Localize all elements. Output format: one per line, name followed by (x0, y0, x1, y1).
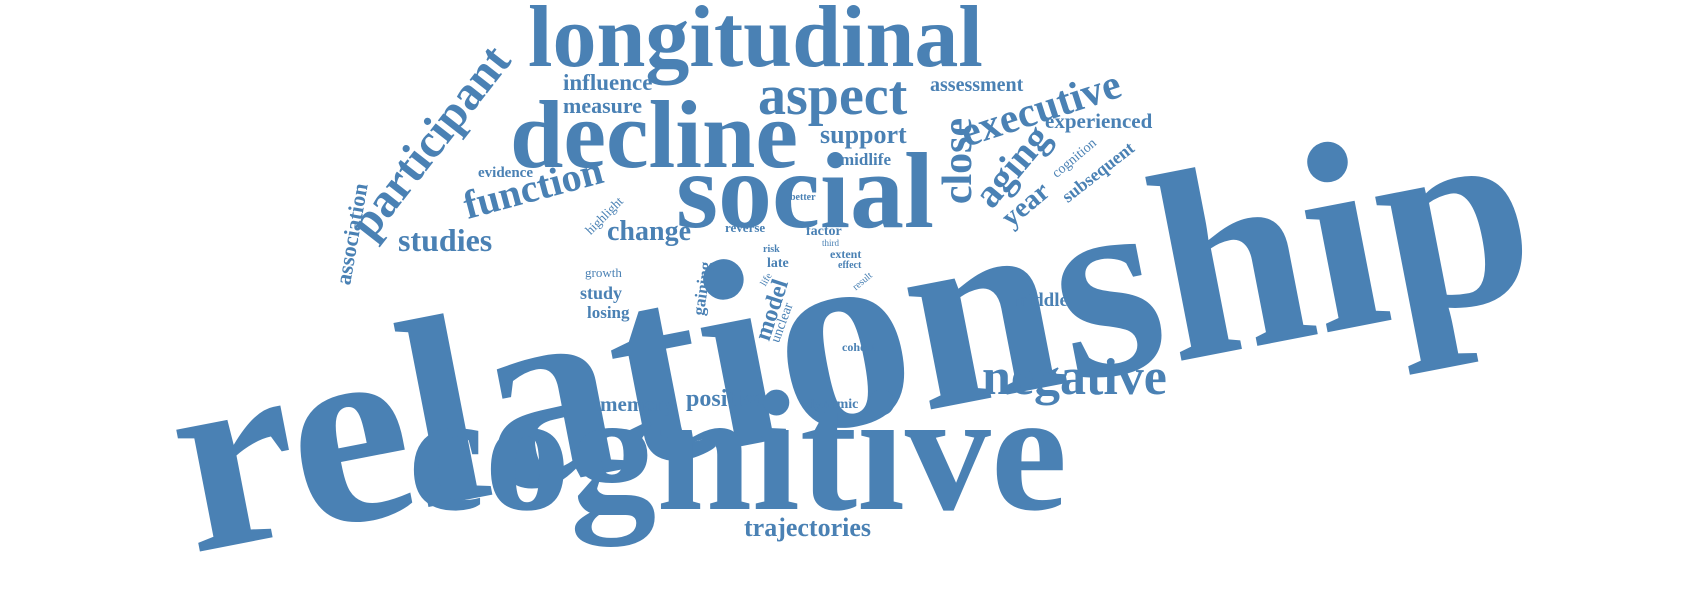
word-reverse: reverse (725, 220, 766, 235)
word-risk: risk (763, 244, 780, 255)
word-late: late (767, 256, 789, 271)
word-support: support (820, 120, 907, 149)
word-midlife: midlife (840, 150, 891, 169)
word-assessment: assessment (930, 74, 1024, 96)
word-dynamic: dynamic (807, 397, 859, 412)
word-negative: negative (982, 349, 1167, 406)
word-aspect: aspect (758, 65, 908, 127)
word-study: study (580, 283, 623, 303)
word-longitudinal: longitudinal (528, 0, 983, 86)
word-change: change (607, 216, 691, 247)
word-cognitive: cognitive (408, 357, 1068, 547)
word-social: social (676, 132, 934, 251)
word-cohort: cohort (842, 340, 876, 354)
word-extent: extent (830, 247, 862, 261)
word-third: third (822, 238, 839, 248)
word-losing: losing (587, 303, 630, 322)
word-factor: factor (806, 224, 842, 239)
word-growth: growth (585, 265, 622, 280)
word-memory: memory (600, 392, 675, 416)
word-evidence: evidence (478, 165, 533, 181)
word-decline: decline (510, 81, 798, 188)
word-positive: positive (686, 386, 765, 412)
word-influence: influence (563, 70, 653, 95)
word-effect: effect (838, 260, 862, 271)
word-trajectories: trajectories (744, 513, 872, 542)
word-better: better (790, 192, 816, 203)
word-experienced: experienced (1045, 109, 1153, 133)
word-middle: middle (1012, 290, 1068, 311)
word-measure: measure (563, 93, 643, 118)
word-studies: studies (398, 222, 493, 258)
